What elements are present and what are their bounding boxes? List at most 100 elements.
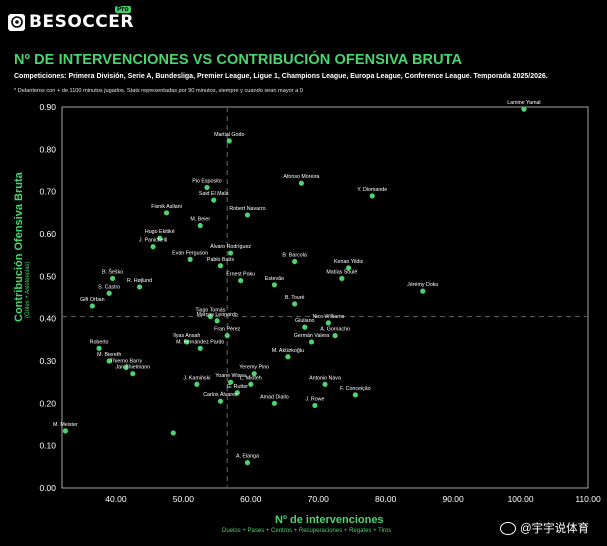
- data-point: [109, 275, 116, 282]
- point-label: J. Panichelli: [139, 238, 167, 244]
- point-label: Evan Ferguson: [172, 250, 208, 256]
- y-tick-label: 0.80: [39, 144, 56, 154]
- point-label: J. Kamiński: [183, 375, 210, 381]
- data-point: [217, 398, 224, 404]
- point-label: A. Gornacho: [320, 327, 350, 333]
- chart-subtitle: Competiciones: Primera División, Serie A…: [14, 73, 548, 80]
- point-label: Said El Mala: [199, 191, 229, 197]
- data-point: [157, 235, 163, 241]
- brand-pro-badge: Pro: [115, 6, 131, 13]
- point-label: B. Šeško: [102, 268, 123, 275]
- point-label: A. Elanga: [236, 454, 259, 460]
- point-label: Carlos Álvarez: [203, 391, 238, 398]
- brand-name: BESOCCER: [29, 12, 134, 32]
- data-point: [214, 318, 220, 324]
- data-point: [211, 197, 217, 203]
- data-point: [346, 265, 352, 271]
- point-label: Gift Orban: [80, 297, 104, 303]
- data-point: [163, 210, 170, 216]
- point-label: Marcos Leonardo: [196, 312, 237, 318]
- data-point: [298, 180, 304, 186]
- point-label: S. Castro: [98, 284, 120, 290]
- data-point: [271, 400, 278, 406]
- data-point: [352, 392, 358, 398]
- data-point: [184, 339, 190, 345]
- point-label: M. Biereth: [97, 352, 121, 358]
- point-label: Pablo Batís: [207, 257, 234, 263]
- data-point: [136, 284, 143, 290]
- data-point: [123, 364, 129, 370]
- y-tick-label: 0.00: [39, 483, 56, 493]
- data-point: [322, 381, 328, 387]
- data-point: [238, 277, 244, 284]
- point-label: Y. Diomande: [357, 187, 387, 193]
- point-label: B. Barcola: [282, 253, 306, 259]
- x-tick-label: 80.00: [375, 494, 397, 504]
- point-label: Yoane Wissa: [215, 373, 246, 379]
- point-label: F. Conceição: [340, 386, 371, 392]
- data-point: [197, 345, 203, 351]
- point-label: Pio Esposito: [192, 178, 221, 184]
- x-axis-label: Nº de intervenciones: [275, 514, 384, 526]
- point-label: M. Meister: [53, 422, 78, 428]
- x-tick-label: 50.00: [173, 494, 195, 504]
- data-point: [227, 379, 234, 385]
- plot-frame: [61, 106, 589, 489]
- x-axis-sublabel: Duelos + Pases + Centros + Recuperacione…: [222, 528, 392, 534]
- data-point: [312, 402, 318, 409]
- data-point: [204, 184, 210, 191]
- data-point: [420, 288, 426, 294]
- data-point: [170, 430, 176, 436]
- data-point: [302, 324, 308, 330]
- data-point: [226, 138, 232, 144]
- point-label: Nico Williams: [312, 314, 344, 320]
- data-point: [130, 371, 136, 377]
- besoccer-logo: BESOCCER Pro: [8, 6, 134, 32]
- point-label: M. Beier: [190, 217, 210, 223]
- data-point: [339, 275, 345, 282]
- data-point: [106, 358, 112, 364]
- data-point: [285, 354, 291, 360]
- data-point: [308, 339, 315, 345]
- point-label: Tiago Tomás: [195, 308, 225, 314]
- data-point: [234, 390, 240, 396]
- data-point: [224, 333, 230, 339]
- point-label: M. Aktürkoğlu: [272, 348, 304, 354]
- point-label: Estevão: [265, 276, 284, 282]
- point-label: Robert Navarro: [229, 206, 265, 212]
- point-label: Yeremy Pino: [239, 365, 269, 371]
- point-label: B. Touré: [285, 295, 305, 301]
- y-tick-label: 0.70: [39, 187, 56, 197]
- point-label: L. Mioteh: [240, 375, 262, 381]
- watermark: @宇宇说体育: [500, 520, 589, 536]
- x-tick-label: 70.00: [308, 494, 330, 504]
- x-tick-label: 100.00: [508, 494, 534, 504]
- y-tick-label: 0.30: [39, 356, 56, 366]
- point-label: Fran Pérez: [214, 327, 241, 333]
- point-label: Fisnik Asllani: [151, 204, 182, 210]
- x-tick-label: 110.00: [575, 494, 601, 504]
- x-tick-label: 90.00: [442, 494, 464, 504]
- data-point: [207, 313, 213, 320]
- data-point: [248, 381, 254, 387]
- chart-note: * Delanteros con + de 1100 minutos jugad…: [14, 88, 303, 94]
- data-point: [271, 282, 278, 288]
- point-label: Kenan Yildiz: [334, 259, 364, 265]
- point-label: J. Rowe: [305, 396, 324, 402]
- watermark-text: @宇宇说体育: [520, 523, 590, 535]
- x-tick-label: 60.00: [240, 494, 262, 504]
- data-point: [194, 381, 200, 387]
- data-point: [244, 460, 251, 466]
- data-point: [332, 333, 338, 339]
- point-label: Jan Thielmann: [115, 365, 150, 371]
- data-point: [521, 106, 527, 112]
- point-label: Roberto: [90, 339, 109, 345]
- point-label: Thierno Barry: [110, 358, 142, 364]
- point-label: Matías Soulé: [326, 269, 357, 275]
- data-point: [106, 290, 112, 296]
- point-label: G. Rutter: [227, 384, 249, 390]
- y-tick-label: 0.40: [39, 314, 56, 324]
- data-point: [217, 263, 224, 269]
- y-tick-label: 0.60: [39, 229, 56, 239]
- point-label: Martial Godo: [214, 132, 244, 138]
